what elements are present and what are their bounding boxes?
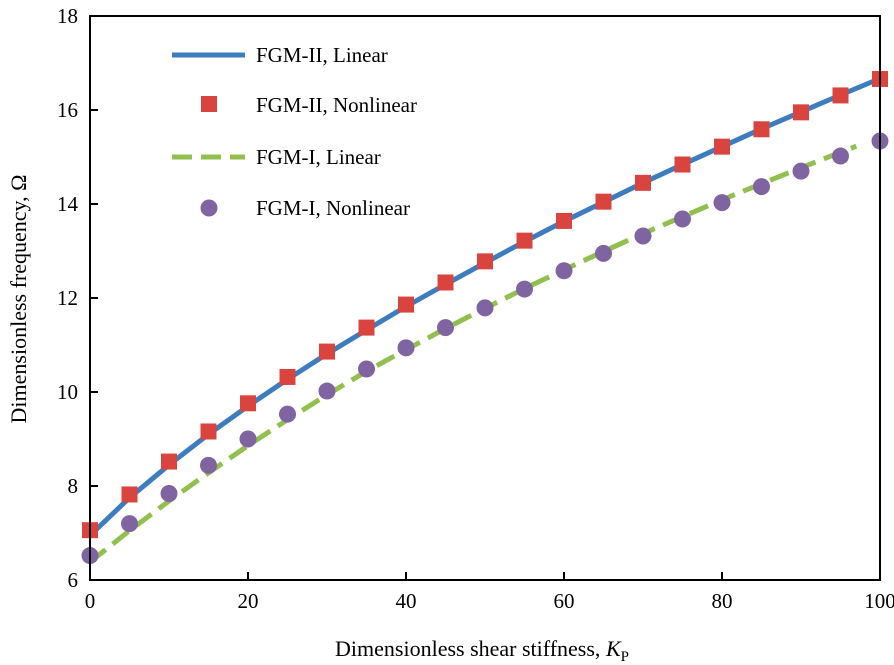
data-point-fgm-ii-nonlinear — [358, 319, 375, 336]
data-point-fgm-ii-nonlinear — [437, 274, 454, 291]
data-point-fgm-i-nonlinear — [358, 360, 375, 378]
data-point-fgm-ii-nonlinear — [832, 87, 849, 104]
axes: 0 20 40 60 80 100 6 8 10 12 14 16 18 — [57, 4, 894, 613]
x-tick-label: 60 — [554, 589, 575, 613]
data-point-fgm-i-nonlinear — [318, 382, 336, 400]
data-point-fgm-ii-nonlinear — [516, 232, 533, 249]
data-point-fgm-i-nonlinear — [476, 299, 494, 317]
data-point-fgm-ii-nonlinear — [753, 121, 770, 138]
data-point-fgm-ii-nonlinear — [635, 174, 651, 191]
y-tick-label: 14 — [57, 192, 79, 216]
data-point-fgm-i-nonlinear — [832, 147, 849, 165]
data-point-fgm-i-nonlinear — [674, 210, 691, 228]
legend-entry-fgm-ii-linear: FGM-II, Linear — [172, 43, 388, 67]
x-tick-label: 100 — [864, 589, 894, 613]
y-tick-label: 12 — [57, 286, 78, 310]
y-tick-label: 18 — [57, 4, 78, 28]
legend-swatch-fgm-ii-nonlinear — [201, 96, 217, 112]
data-point-fgm-i-nonlinear — [239, 430, 257, 448]
data-point-fgm-ii-nonlinear — [121, 486, 138, 503]
data-point-fgm-ii-nonlinear — [398, 296, 414, 313]
data-point-fgm-i-nonlinear — [160, 485, 178, 503]
x-axis-title: Dimensionless shear stiffness, KP — [335, 636, 629, 665]
data-point-fgm-i-nonlinear — [792, 162, 810, 180]
x-tick-label: 20 — [238, 589, 259, 613]
legend-label-fgm-i-nonlinear: FGM-I, Nonlinear — [256, 196, 410, 220]
x-tick-label: 0 — [85, 589, 96, 613]
y-tick-label: 8 — [68, 474, 79, 498]
data-point-fgm-i-nonlinear — [200, 456, 217, 474]
data-point-fgm-ii-nonlinear — [161, 453, 177, 470]
data-point-fgm-ii-nonlinear — [319, 343, 335, 360]
legend-swatch-fgm-i-nonlinear — [200, 199, 218, 217]
data-point-fgm-i-nonlinear — [595, 244, 612, 262]
y-axis-title: Dimensionless frequency, Ω — [6, 175, 31, 424]
data-point-fgm-ii-nonlinear — [674, 156, 691, 173]
data-point-fgm-i-nonlinear — [713, 194, 731, 212]
data-point-fgm-ii-nonlinear — [240, 395, 256, 412]
data-point-fgm-i-nonlinear — [634, 227, 652, 245]
data-point-fgm-ii-nonlinear — [793, 104, 809, 121]
data-point-fgm-i-nonlinear — [279, 405, 296, 423]
legend-label-fgm-ii-linear: FGM-II, Linear — [256, 43, 388, 67]
legend: FGM-II, Linear FGM-II, Nonlinear FGM-I, … — [172, 43, 417, 220]
plot-area — [81, 70, 889, 565]
legend-entry-fgm-i-linear: FGM-I, Linear — [172, 145, 381, 169]
legend-label-fgm-i-linear: FGM-I, Linear — [256, 145, 381, 169]
data-point-fgm-i-nonlinear — [397, 339, 415, 357]
data-point-fgm-i-nonlinear — [555, 262, 573, 280]
x-tick-label: 80 — [712, 589, 733, 613]
data-point-fgm-ii-nonlinear — [556, 212, 572, 229]
data-point-fgm-ii-nonlinear — [200, 423, 217, 440]
x-tick-label: 40 — [396, 589, 417, 613]
data-point-fgm-i-nonlinear — [121, 515, 138, 533]
y-tick-label: 6 — [68, 568, 79, 592]
data-point-fgm-i-nonlinear — [753, 178, 770, 196]
legend-label-fgm-ii-nonlinear: FGM-II, Nonlinear — [256, 93, 417, 117]
legend-entry-fgm-ii-nonlinear: FGM-II, Nonlinear — [201, 93, 417, 117]
y-tick-label: 10 — [57, 380, 78, 404]
data-point-fgm-i-nonlinear — [516, 280, 533, 298]
data-point-fgm-ii-nonlinear — [714, 138, 730, 155]
data-point-fgm-ii-nonlinear — [477, 253, 493, 270]
data-point-fgm-i-nonlinear — [437, 319, 454, 337]
y-tick-label: 16 — [57, 98, 78, 122]
data-point-fgm-ii-nonlinear — [595, 193, 612, 210]
legend-entry-fgm-i-nonlinear: FGM-I, Nonlinear — [200, 196, 410, 220]
data-point-fgm-ii-nonlinear — [279, 368, 296, 385]
